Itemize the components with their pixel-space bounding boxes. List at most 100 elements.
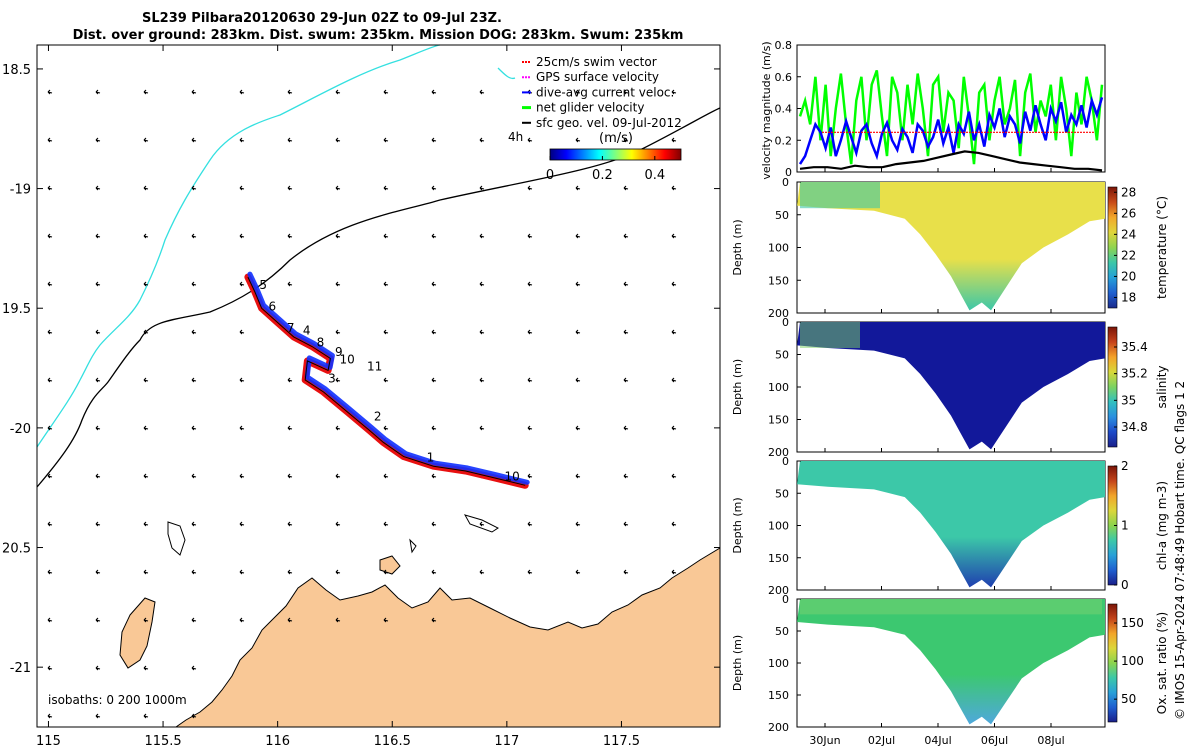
depth-tick-label: 0 [782,176,789,189]
y-tick-label: 20.5 [2,542,31,557]
legend-time-label: 4h [508,130,523,144]
geo-arrow [575,521,581,527]
geo-arrow [383,233,389,239]
geo-arrow [671,425,677,431]
geo-arrow [191,713,197,719]
geo-arrow [431,521,437,527]
title-line-2: Dist. over ground: 283km. Dist. swum: 23… [73,28,684,43]
geo-arrow [239,185,245,191]
geo-arrow [143,137,149,143]
depth-tick-label: 0 [782,316,789,329]
y-tick-label: -20 [10,422,31,437]
geo-arrow [47,329,53,335]
x-tick-label: 115 [36,734,61,749]
track-day-label: 7 [287,321,295,335]
geo-arrow [95,185,101,191]
geo-arrow [527,377,533,383]
geo-arrow [623,185,629,191]
geo-arrow [335,521,341,527]
geo-arrow [623,137,629,143]
geo-arrow [335,617,341,623]
y-tick-label: 0.4 [775,103,793,116]
geo-arrow [383,569,389,575]
y-tick-label: 18.5 [2,63,31,78]
section-panel-temperature: 0 50 100 150 200 Depth (m) 28 26 24 22 20 18 tempera… [731,176,1169,320]
geo-arrow [47,713,53,719]
geo-arrow [191,665,197,671]
depth-tick-label: 100 [768,381,789,394]
geo-arrow [95,137,101,143]
x-tick-label: 117 [494,734,519,749]
track-day-label: 1 [427,450,435,464]
legend-entry: net glider velocity [536,101,644,115]
geo-arrow [239,137,245,143]
depth-axis-label: Depth (m) [731,635,744,691]
velocity-series [798,69,1104,165]
geo-arrow [95,617,101,623]
geo-arrow [95,425,101,431]
geo-arrow [335,425,341,431]
geo-arrow [431,185,437,191]
depth-tick-label: 50 [775,487,789,500]
depth-tick-label: 100 [768,520,789,533]
geo-arrow [575,329,581,335]
depth-axis-label: Depth (m) [731,497,744,553]
geo-arrow [671,377,677,383]
geo-arrow [383,425,389,431]
geo-arrow [575,377,581,383]
track-day-label: 11 [367,359,382,373]
colorbar-tick-label: 34.8 [1121,420,1148,434]
depth-tick-label: 50 [775,349,789,362]
section-colorbar [1107,326,1118,448]
depth-tick-label: 0 [782,593,789,606]
geo-arrow [623,281,629,287]
island [119,597,156,669]
depth-tick-label: 50 [775,209,789,222]
geo-arrow [47,185,53,191]
geo-arrow [95,665,101,671]
geo-velocity-arrows [47,89,677,719]
y-tick-label: -19 [10,183,31,198]
footer-note: © IMOS 15-Apr-2024 07:48:49 Hobart time.… [1173,381,1187,720]
geo-arrow [527,425,533,431]
velocity-series [799,150,1103,172]
geo-arrow [335,233,341,239]
geo-arrow [335,377,341,383]
map-frame [36,44,721,728]
colorbar-tick-label: 0 [1121,578,1129,592]
geo-arrow [191,521,197,527]
track-day-label: 10 [340,352,355,366]
section-panel-oxygen: 0 50 100 150 200 Depth (m) 150 100 50 Ox. sat. ra… [731,593,1169,734]
geo-arrow [239,89,245,95]
geo-arrow [479,281,485,287]
colorbar-tick-label: 50 [1121,692,1136,706]
geo-arrow [671,185,677,191]
geo-arrow [143,233,149,239]
geo-arrow [431,233,437,239]
geo-arrow [527,329,533,335]
colorbar-tick-label: 35.4 [1121,340,1148,354]
date-tick-label: 08Jul [1037,734,1064,747]
geo-arrow [623,473,629,479]
geo-arrow [575,425,581,431]
geo-arrow [527,185,533,191]
colorbar-label: (m/s) [599,131,633,146]
colorbar-label: salinity [1155,365,1169,408]
geo-arrow [47,281,53,287]
geo-arrow [287,233,293,239]
geo-arrow [239,617,245,623]
geo-arrow [623,233,629,239]
geo-arrow [335,89,341,95]
section-panel-chla: 0 50 100 150 200 Depth (m) 2 1 0 chl-a (mg m-3) [731,455,1169,597]
colorbar-tick-label: 100 [1121,654,1144,668]
y-tick-label: 19.5 [2,302,31,317]
reef-outline [463,514,499,533]
legend-entry: dive-avg current veloc. [536,85,674,99]
colorbar-tick-label: 18 [1121,290,1136,304]
geo-arrow [431,425,437,431]
geo-arrow [191,329,197,335]
geo-arrow [143,569,149,575]
geo-arrow [287,377,293,383]
geo-arrow [287,617,293,623]
